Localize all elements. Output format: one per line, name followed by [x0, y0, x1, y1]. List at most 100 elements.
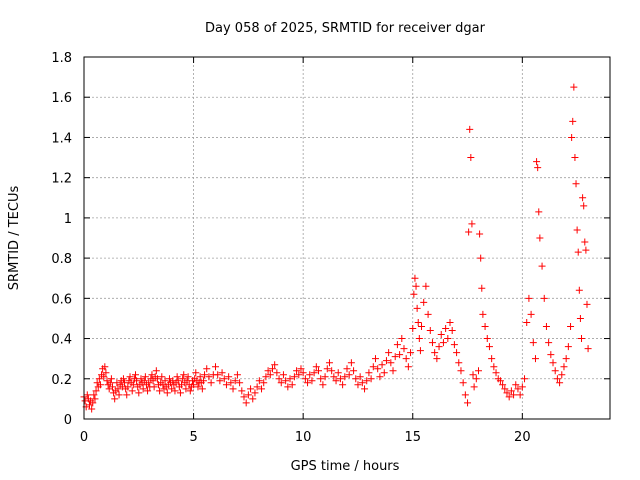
data-point [578, 335, 586, 343]
data-point [343, 365, 351, 373]
data-point [201, 371, 209, 379]
data-point [308, 377, 316, 385]
data-point [472, 375, 480, 383]
data-point [579, 194, 587, 202]
data-point [102, 369, 110, 377]
x-tick-label: 10 [295, 430, 312, 445]
grid-lines [84, 57, 610, 419]
data-point [575, 286, 583, 294]
data-point [341, 373, 349, 381]
data-point [446, 318, 454, 326]
data-point [275, 375, 283, 383]
data-point [108, 383, 116, 391]
data-point [442, 325, 450, 332]
data-point [393, 341, 401, 349]
data-point [124, 383, 132, 391]
y-tick-label: 1.4 [51, 131, 72, 146]
data-point [492, 369, 500, 377]
data-point [133, 377, 141, 385]
data-point [535, 208, 543, 216]
data-point [282, 377, 290, 385]
data-point [115, 391, 123, 399]
data-point [253, 383, 261, 391]
data-point [264, 367, 272, 375]
data-point [479, 310, 487, 318]
data-point [402, 355, 410, 363]
data-point [407, 349, 415, 357]
data-point [356, 373, 364, 381]
data-point [163, 389, 171, 397]
data-point [216, 377, 224, 385]
data-point [439, 339, 447, 347]
data-point [512, 381, 520, 389]
data-point [242, 399, 250, 407]
data-point [203, 365, 211, 373]
data-point [455, 359, 463, 367]
data-point [409, 325, 417, 332]
data-point [505, 393, 513, 401]
data-point [293, 367, 301, 375]
data-point [207, 379, 215, 387]
data-point [527, 310, 535, 318]
data-point [574, 248, 582, 256]
data-point [199, 377, 207, 385]
data-point [387, 359, 395, 367]
data-point [398, 335, 406, 343]
data-point [132, 371, 140, 379]
data-point [119, 375, 127, 383]
data-point [339, 381, 347, 389]
data-point [192, 369, 200, 377]
data-point [488, 355, 496, 363]
plot-area-frame [83, 56, 611, 420]
data-point [450, 341, 458, 349]
data-point [461, 391, 469, 399]
data-point [410, 290, 418, 298]
data-point [129, 381, 137, 389]
data-point [413, 304, 421, 312]
data-point [490, 363, 498, 371]
data-point [414, 318, 422, 326]
data-point [467, 154, 475, 162]
data-point [212, 363, 219, 371]
data-point [332, 377, 340, 385]
y-tick-label: 0.2 [51, 373, 72, 388]
data-point [376, 373, 384, 381]
data-point [545, 339, 553, 347]
data-point [336, 375, 344, 383]
data-point [258, 385, 266, 393]
data-point [518, 383, 526, 391]
data-point [140, 377, 148, 385]
data-point [516, 391, 524, 399]
data-point [106, 379, 114, 387]
axis-ticks: 0 0.2 0.4 0.6 0.8 1 1.2 1.4 1.6 1.8 0 5 10 15 20 [51, 51, 610, 445]
x-tick-label: 5 [189, 430, 197, 445]
data-point [404, 363, 412, 371]
data-point [533, 158, 541, 166]
data-point [315, 367, 323, 375]
data-point [271, 361, 279, 369]
data-point [584, 345, 592, 353]
data-point [358, 379, 366, 387]
y-tick-label: 1.2 [51, 172, 72, 187]
data-point [251, 389, 259, 397]
data-point [415, 335, 423, 343]
data-point [114, 385, 122, 393]
data-point [277, 379, 285, 387]
data-point [560, 363, 568, 371]
data-point [279, 371, 287, 379]
y-tick-label: 1 [64, 212, 72, 227]
data-point [556, 379, 564, 387]
data-point [514, 385, 522, 393]
data-point [260, 379, 268, 387]
y-axis-label: SRMTID / TECUs [7, 186, 22, 291]
data-point [576, 314, 584, 322]
data-point [92, 387, 100, 395]
data-point [88, 405, 96, 413]
data-point [152, 367, 160, 375]
data-point [540, 294, 548, 302]
data-point [89, 399, 97, 407]
data-point [465, 228, 473, 236]
data-point [139, 385, 147, 393]
data-point [284, 383, 292, 391]
data-point [179, 375, 187, 383]
